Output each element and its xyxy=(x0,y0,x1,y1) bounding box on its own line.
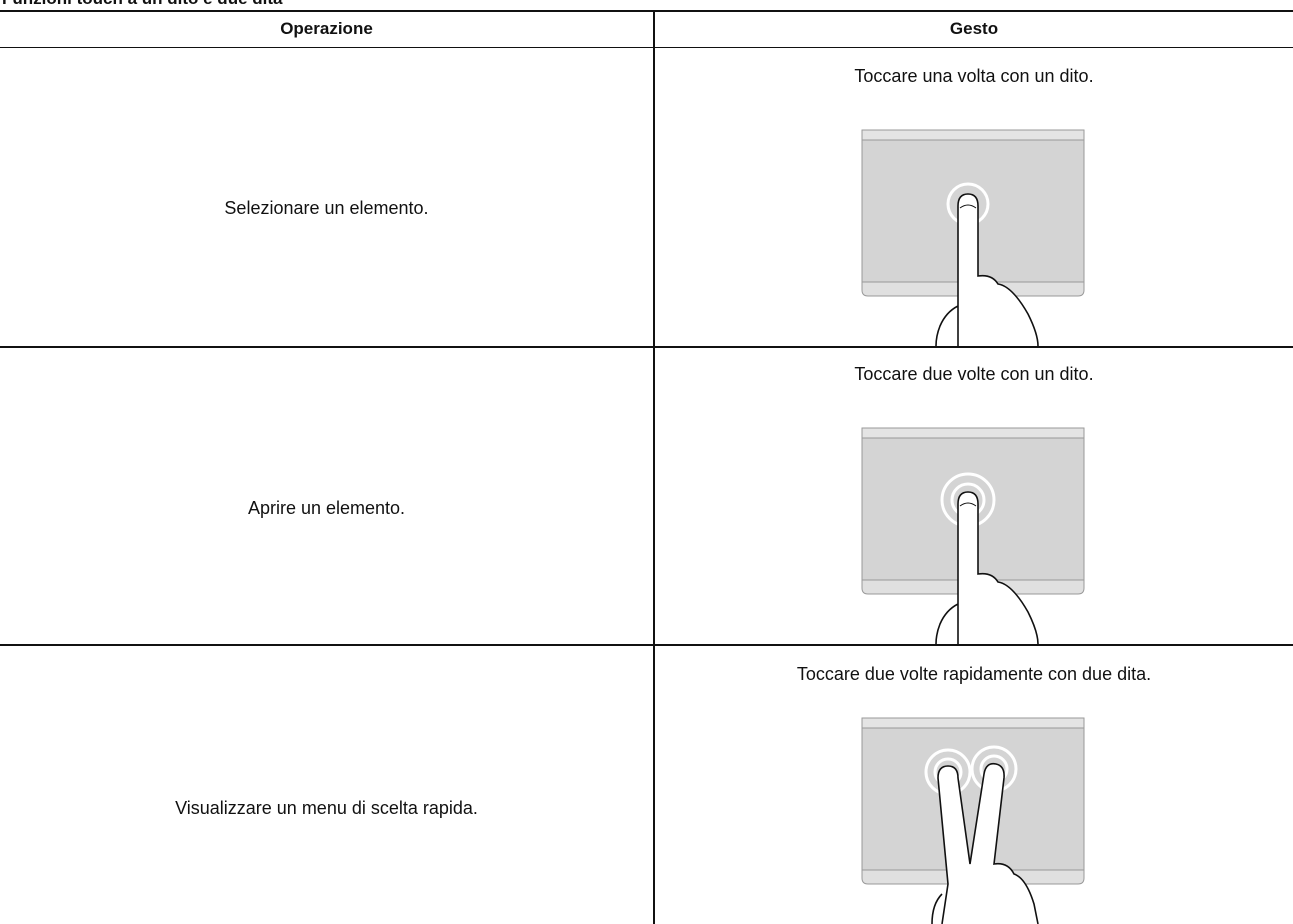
rule xyxy=(0,346,1293,348)
rule xyxy=(0,10,1293,12)
gesture-illustration xyxy=(861,717,1085,924)
gesture: Toccare due volte rapidamente con due di… xyxy=(796,664,1152,684)
gesture: Toccare una volta con un dito. xyxy=(854,66,1094,86)
operation: Aprire un elemento. xyxy=(247,498,406,518)
operation: Selezionare un elemento. xyxy=(224,198,429,218)
column-divider xyxy=(653,10,655,924)
gesture-illustration xyxy=(861,129,1085,346)
title: Funzioni touch a un dito e due dita xyxy=(2,0,282,9)
rule xyxy=(0,644,1293,646)
column-header: Gesto xyxy=(949,19,999,38)
operation: Visualizzare un menu di scelta rapida. xyxy=(175,798,478,818)
rule xyxy=(0,47,1293,48)
gesture: Toccare due volte con un dito. xyxy=(854,364,1094,384)
gesture-illustration xyxy=(861,427,1085,644)
column-header: Operazione xyxy=(280,19,373,38)
